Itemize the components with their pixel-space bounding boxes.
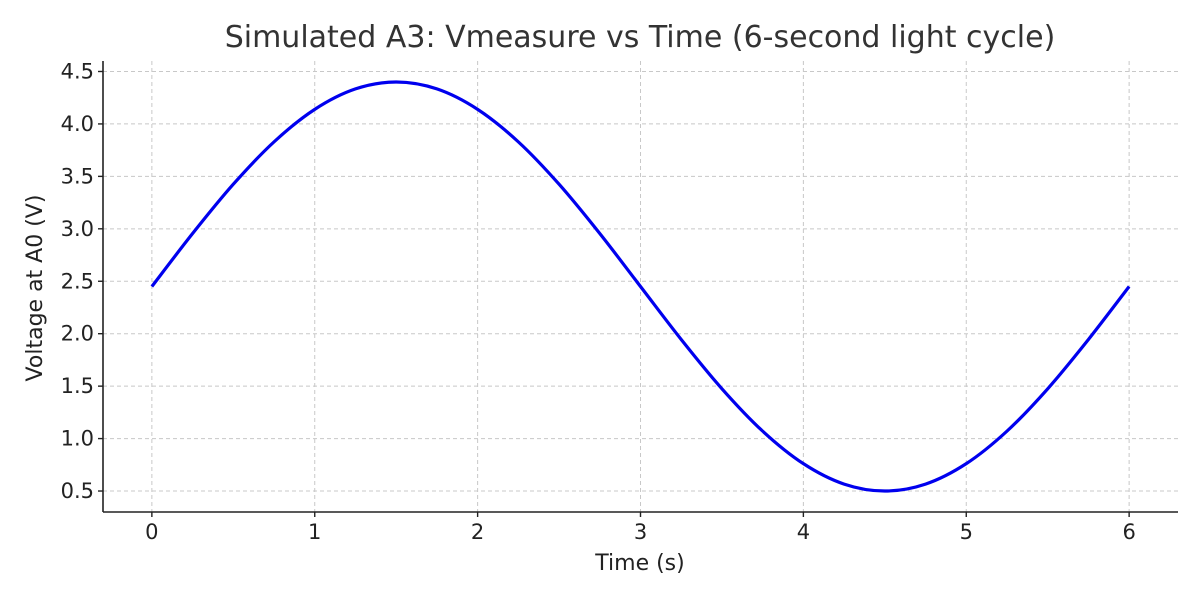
y-tick-label: 4.5	[61, 59, 94, 83]
x-tick-label: 1	[308, 520, 321, 544]
series-layer	[150, 80, 1131, 493]
x-tick-label: 3	[634, 520, 647, 544]
tick-labels: 0 1 2 3 4 5 6 0.5 1.0 1.5 2.0 2.5 3.0 3.5 4.0 4.5	[61, 59, 1136, 544]
x-tick-label: 2	[471, 520, 484, 544]
series-line	[150, 80, 1131, 493]
x-tick-label: 4	[797, 520, 810, 544]
x-axis-label: Time (s)	[594, 551, 684, 576]
y-tick-label: 0.5	[61, 479, 94, 503]
x-tick-label: 6	[1122, 520, 1135, 544]
y-tick-label: 2.0	[61, 322, 94, 346]
x-tick-label: 5	[960, 520, 973, 544]
y-tick-label: 2.5	[61, 269, 94, 293]
y-axis-label: Voltage at A0 (V)	[23, 195, 48, 382]
y-tick-label: 1.5	[61, 374, 94, 398]
x-tick-label: 0	[145, 520, 158, 544]
y-tick-label: 3.0	[61, 217, 94, 241]
y-tick-label: 4.0	[61, 112, 94, 136]
chart-title: Simulated A3: Vmeasure vs Time (6-second…	[225, 20, 1056, 55]
y-tick-label: 1.0	[61, 427, 94, 451]
y-tick-label: 3.5	[61, 164, 94, 188]
